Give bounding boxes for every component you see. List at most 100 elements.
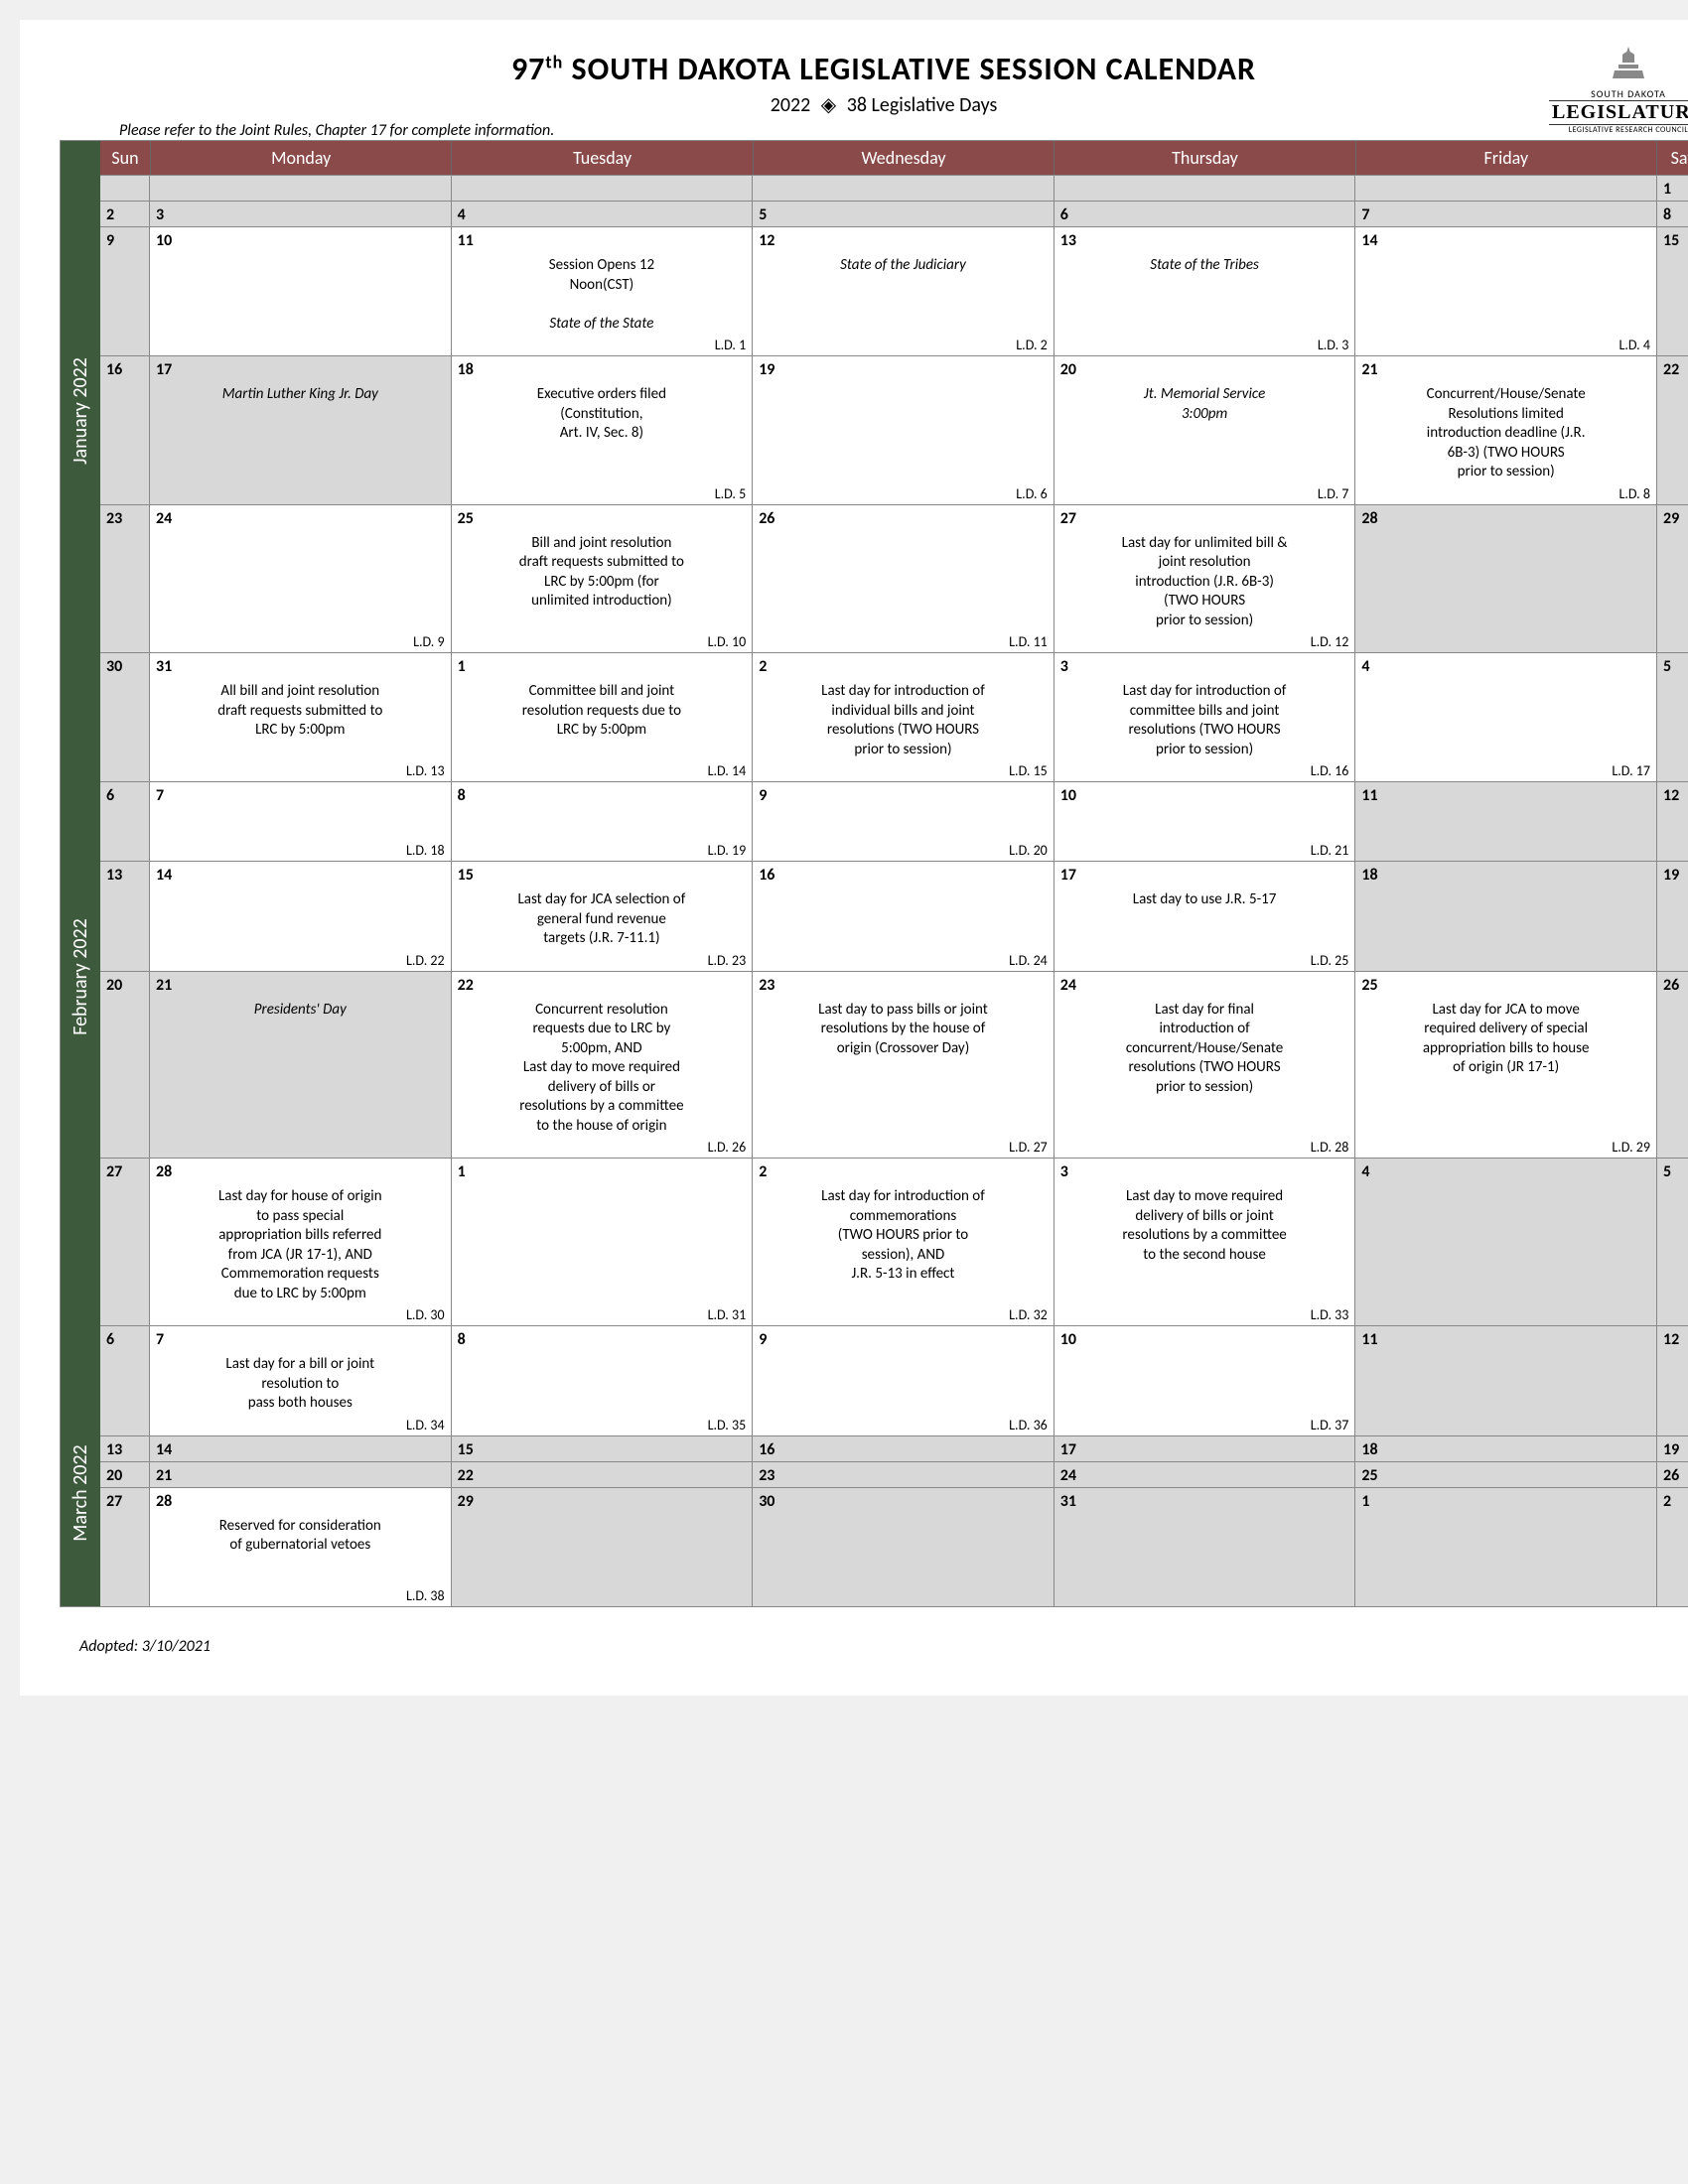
- calendar-cell: 12: [1657, 1325, 1688, 1435]
- day-number: 22: [458, 976, 747, 995]
- legislative-day-label: L.D. 38: [406, 1587, 445, 1604]
- calendar-cell: 14: [150, 1435, 452, 1461]
- calendar-cell: [100, 175, 150, 201]
- calendar-cell: 26: [1657, 971, 1688, 1159]
- day-number: 8: [458, 1330, 747, 1349]
- day-number: 17: [1060, 1440, 1349, 1459]
- day-number: 13: [106, 866, 143, 885]
- legislative-day-label: L.D. 34: [406, 1417, 445, 1433]
- calendar-cell: 20: [100, 971, 150, 1159]
- calendar-row: 91011Session Opens 12 Noon(CST) State of…: [100, 226, 1688, 355]
- calendar-cell: 28Last day for house of origin to pass s…: [150, 1158, 452, 1325]
- calendar-cell: 4: [452, 201, 754, 226]
- legislative-day-label: L.D. 27: [1009, 1139, 1048, 1156]
- calendar-cell: 26: [1657, 1461, 1688, 1487]
- day-number: 24: [1060, 1466, 1349, 1485]
- day-number: 3: [156, 205, 445, 224]
- legislative-day-label: L.D. 37: [1311, 1417, 1349, 1433]
- cell-text: Concurrent resolution requests due to LR…: [458, 995, 747, 1155]
- legislative-day-label: L.D. 9: [413, 633, 445, 650]
- calendar-cell: 19: [1657, 1435, 1688, 1461]
- day-number: 28: [1361, 509, 1650, 528]
- day-number: 11: [458, 231, 747, 250]
- calendar-cell: 23Last day to pass bills or joint resolu…: [753, 971, 1055, 1159]
- day-number: 29: [458, 1492, 747, 1511]
- legislative-day-label: L.D. 21: [1311, 842, 1349, 859]
- calendar-row: 67L.D. 188L.D. 199L.D. 2010L.D. 211112: [100, 781, 1688, 861]
- cell-text: Jt. Memorial Service 3:00pm: [1060, 379, 1349, 442]
- day-number: 21: [156, 1466, 445, 1485]
- calendar-cell: 24: [1055, 1461, 1356, 1487]
- calendar-row: 13141516171819: [100, 1435, 1688, 1461]
- capitol-dome-icon: [1609, 45, 1648, 84]
- calendar-cell: 21: [150, 1461, 452, 1487]
- day-number: 29: [1663, 509, 1688, 528]
- day-number: 28: [156, 1492, 445, 1511]
- day-header: Monday: [151, 141, 452, 175]
- day-number: 17: [1060, 866, 1349, 885]
- calendar-cell: 27: [100, 1158, 150, 1325]
- legislative-day-label: L.D. 24: [1009, 952, 1048, 969]
- calendar-cell: 5: [753, 201, 1055, 226]
- legislative-day-label: L.D. 15: [1009, 762, 1048, 779]
- calendar-cell: 18: [1355, 1435, 1657, 1461]
- cell-text: Last day for introduction of commemorati…: [759, 1181, 1048, 1302]
- legislative-day-label: L.D. 31: [708, 1306, 747, 1323]
- calendar-cell: 18Executive orders filed (Constitution, …: [452, 355, 754, 504]
- title-ordinal: th: [545, 51, 563, 72]
- calendar-cell: [753, 175, 1055, 201]
- cell-text: Last day for introduction of committee b…: [1060, 676, 1349, 777]
- calendar-cell: 2Last day for introduction of individual…: [753, 652, 1055, 781]
- month-label: January 2022: [69, 346, 92, 476]
- calendar-cell: 17Last day to use J.R. 5-17L.D. 25: [1055, 861, 1356, 971]
- calendar-cell: 6: [100, 781, 150, 861]
- calendar-cell: 16: [753, 1435, 1055, 1461]
- logo-line3: LEGISLATIVE RESEARCH COUNCIL: [1549, 125, 1688, 135]
- day-number: 26: [1663, 1466, 1688, 1485]
- day-number: 1: [458, 1162, 747, 1181]
- calendar-row: 1617Martin Luther King Jr. Day18Executiv…: [100, 355, 1688, 504]
- day-number: 23: [759, 976, 1048, 995]
- calendar-cell: 28Reserved for consideration of gubernat…: [150, 1487, 452, 1606]
- day-number: 28: [156, 1162, 445, 1181]
- cell-text: Last day to use J.R. 5-17: [1060, 885, 1349, 928]
- calendar-cell: 7L.D. 18: [150, 781, 452, 861]
- day-number: 5: [1663, 1162, 1688, 1181]
- cell-text: Concurrent/House/Senate Resolutions limi…: [1361, 379, 1650, 500]
- cell-text: Last day for final introduction of concu…: [1060, 995, 1349, 1116]
- diamond-icon: ◈: [821, 93, 836, 117]
- legislative-day-label: L.D. 19: [708, 842, 747, 859]
- day-number: 15: [1663, 231, 1688, 250]
- title-main: SOUTH DAKOTA LEGISLATIVE SESSION CALENDA…: [563, 50, 1256, 88]
- day-number: 8: [458, 786, 747, 805]
- calendar-cell: 14L.D. 22: [150, 861, 452, 971]
- calendar-cell: 3Last day for introduction of committee …: [1055, 652, 1356, 781]
- calendar-row: 2324L.D. 925Bill and joint resolution dr…: [100, 504, 1688, 653]
- day-number: 18: [1361, 866, 1650, 885]
- legislative-day-label: L.D. 11: [1009, 633, 1048, 650]
- calendar-cell: 27Last day for unlimited bill & joint re…: [1055, 504, 1356, 653]
- calendar-cell: 31: [1055, 1487, 1356, 1606]
- calendar-cell: 2: [1657, 1487, 1688, 1606]
- day-number: 27: [106, 1492, 143, 1511]
- calendar-cell: 30: [753, 1487, 1055, 1606]
- calendar-row: 1314L.D. 2215Last day for JCA selection …: [100, 861, 1688, 971]
- calendar-cell: 2Last day for introduction of commemorat…: [753, 1158, 1055, 1325]
- cell-text: Executive orders filed (Constitution, Ar…: [458, 379, 747, 462]
- legislative-day-label: L.D. 4: [1618, 337, 1650, 353]
- day-number: 1: [458, 657, 747, 676]
- header-row: SunMondayTuesdayWednesdayThursdayFridayS…: [100, 141, 1688, 175]
- day-number: 3: [1060, 657, 1349, 676]
- day-number: 20: [106, 976, 143, 995]
- calendar-cell: 16: [100, 355, 150, 504]
- day-number: 14: [156, 1440, 445, 1459]
- day-header: Friday: [1356, 141, 1657, 175]
- cell-text: Committee bill and joint resolution requ…: [458, 676, 747, 758]
- calendar-cell: 1Committee bill and joint resolution req…: [452, 652, 754, 781]
- calendar-cell: [1055, 175, 1356, 201]
- day-number: 16: [759, 866, 1048, 885]
- calendar-cell: 21Presidents' Day: [150, 971, 452, 1159]
- day-number: 2: [1663, 1492, 1688, 1511]
- day-number: 20: [1060, 360, 1349, 379]
- legislative-day-label: L.D. 2: [1016, 337, 1048, 353]
